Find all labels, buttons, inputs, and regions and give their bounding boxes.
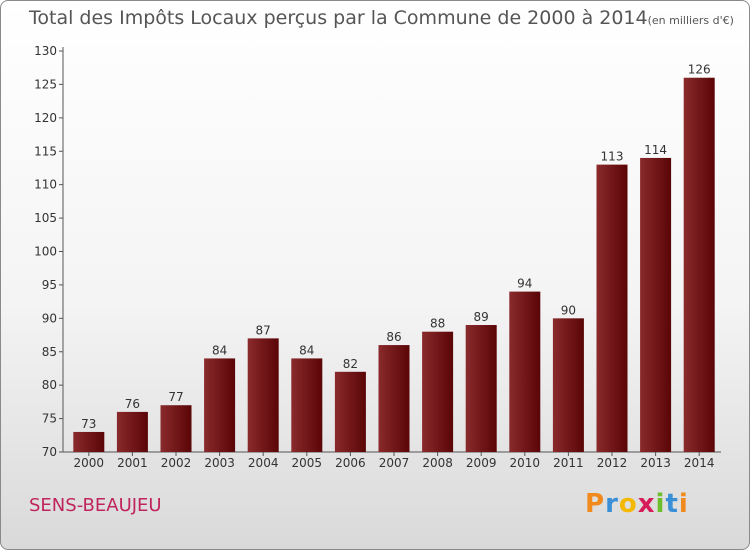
y-tick-label: 90 <box>42 311 57 325</box>
y-tick-label: 95 <box>42 278 57 292</box>
bar-2007 <box>378 345 410 452</box>
y-tick-label: 110 <box>34 178 57 192</box>
bar-value-label: 126 <box>688 63 711 77</box>
y-tick-label: 85 <box>42 345 57 359</box>
bar-value-label: 94 <box>517 277 532 291</box>
x-tick-label: 2002 <box>161 456 192 470</box>
y-tick-label: 125 <box>34 77 57 91</box>
bar-value-label: 84 <box>212 343 227 357</box>
bar-value-label: 76 <box>125 397 140 411</box>
bar-value-label: 114 <box>644 143 667 157</box>
x-tick-label: 2010 <box>510 456 541 470</box>
x-tick-label: 2008 <box>422 456 453 470</box>
logo-letter: x <box>637 489 656 519</box>
y-tick-label: 130 <box>34 44 57 58</box>
x-tick-label: 2012 <box>597 456 628 470</box>
x-tick-label: 2000 <box>74 456 105 470</box>
bar-2006 <box>334 371 366 452</box>
x-tick-label: 2004 <box>248 456 279 470</box>
bar-value-label: 113 <box>601 150 624 164</box>
commune-name: SENS-BEAUJEU <box>29 495 162 516</box>
bar-2011 <box>552 318 584 452</box>
bar-value-label: 86 <box>386 330 401 344</box>
x-tick-label: 2001 <box>117 456 148 470</box>
bar-value-label: 77 <box>168 390 183 404</box>
chart-title: Total des Impôts Locaux perçus par la Co… <box>29 7 648 29</box>
bar-2013 <box>640 157 672 452</box>
bar-value-label: 82 <box>343 357 358 371</box>
y-tick-label: 100 <box>34 245 57 259</box>
x-tick-label: 2013 <box>640 456 671 470</box>
bar-value-label: 84 <box>299 343 314 357</box>
bar-2000 <box>73 431 105 452</box>
logo-letter: t <box>665 489 679 519</box>
bar-2014 <box>683 77 715 452</box>
logo-letter: o <box>618 489 638 519</box>
x-tick-label: 2011 <box>553 456 584 470</box>
logo-letter: P <box>585 489 606 519</box>
logo-letter: i <box>655 489 666 519</box>
x-tick-label: 2006 <box>335 456 366 470</box>
bar-2003 <box>204 358 236 452</box>
chart-subtitle: (en milliers d'€) <box>647 14 734 27</box>
bar-value-label: 88 <box>430 317 445 331</box>
bar-2005 <box>291 358 323 452</box>
y-tick-label: 75 <box>42 412 57 426</box>
bar-2012 <box>596 164 628 452</box>
bar-2004 <box>247 338 279 452</box>
y-tick-label: 120 <box>34 111 57 125</box>
bar-2001 <box>116 411 148 452</box>
x-tick-label: 2014 <box>684 456 715 470</box>
y-tick-label: 80 <box>42 378 57 392</box>
bar-value-label: 89 <box>474 310 489 324</box>
x-tick-label: 2007 <box>379 456 410 470</box>
proxiti-logo: Proxiti <box>585 489 689 519</box>
bar-value-label: 73 <box>81 417 96 431</box>
x-tick-label: 2005 <box>292 456 323 470</box>
bars: 73 76 77 84 87 84 82 86 88 89 94 90 113 114 126 <box>73 63 715 452</box>
bar-2002 <box>160 405 192 452</box>
bar-2008 <box>422 331 454 452</box>
y-tick-label: 70 <box>42 445 57 459</box>
y-tick-label: 115 <box>34 144 57 158</box>
bar-2009 <box>465 325 497 452</box>
y-tick-label: 105 <box>34 211 57 225</box>
x-tick-label: 2009 <box>466 456 497 470</box>
title-row: Total des Impôts Locaux perçus par la Co… <box>29 7 734 29</box>
logo-letter: i <box>678 489 689 519</box>
bar-value-label: 90 <box>561 303 576 317</box>
logo-letter: r <box>605 489 619 519</box>
bar-2010 <box>509 291 541 452</box>
x-tick-label: 2003 <box>204 456 235 470</box>
bar-value-label: 87 <box>256 323 271 337</box>
